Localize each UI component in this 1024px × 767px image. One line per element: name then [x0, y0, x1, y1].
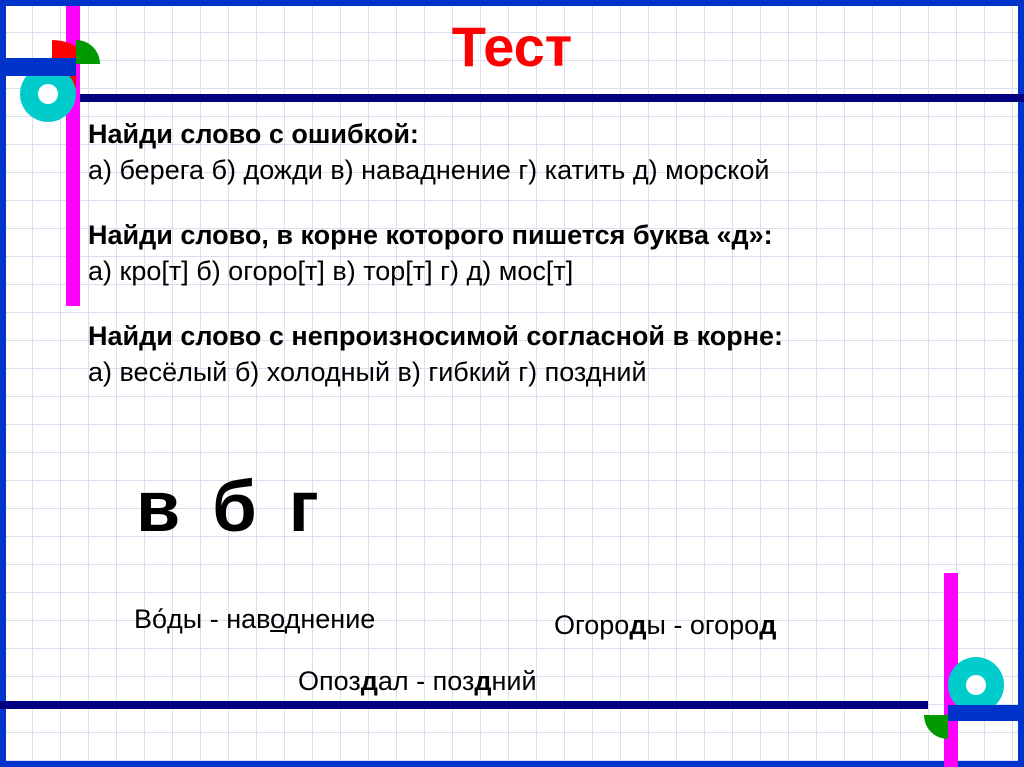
- text: ал - поз: [378, 666, 474, 696]
- footer-rule: [0, 701, 928, 709]
- bold-letter: д: [361, 666, 378, 696]
- text: днение: [285, 604, 376, 634]
- slide: Тест Найди слово с ошибкой: а) берега б)…: [0, 0, 1024, 767]
- explanation-3: Опоздал - поздний: [298, 666, 537, 697]
- explanation-1: Во́ды - наводнение: [134, 604, 375, 635]
- question-3-options: а) весёлый б) холодный в) гибкий г) позд…: [88, 354, 978, 390]
- question-3-prompt: Найди слово с непроизносимой согласной в…: [88, 318, 978, 354]
- bold-letter: д: [474, 666, 491, 696]
- underlined-letter: о: [270, 604, 284, 634]
- question-1-prompt: Найди слово с ошибкой:: [88, 116, 978, 152]
- question-1-options: а) берега б) дожди в) наваднение г) кати…: [88, 152, 978, 188]
- stressed-letter: о́: [152, 604, 167, 634]
- question-2-prompt: Найди слово, в корне которого пишется бу…: [88, 217, 978, 253]
- answers-line: в б г: [136, 466, 325, 548]
- text: Опоз: [298, 666, 361, 696]
- header-rule: [56, 94, 1024, 102]
- question-2: Найди слово, в корне которого пишется бу…: [88, 217, 978, 290]
- text: ы - огоро: [646, 610, 759, 640]
- question-3: Найди слово с непроизносимой согласной в…: [88, 318, 978, 391]
- decoration-bottom-right: [870, 663, 1010, 753]
- text: В: [134, 604, 152, 634]
- text: Огоро: [554, 610, 629, 640]
- bold-letter: д: [629, 610, 646, 640]
- text: ний: [491, 666, 536, 696]
- question-1: Найди слово с ошибкой: а) берега б) дожд…: [88, 116, 978, 189]
- text: ды - нав: [167, 604, 270, 634]
- slide-title: Тест: [6, 14, 1018, 79]
- decoration-top-left: [14, 26, 154, 116]
- questions-block: Найди слово с ошибкой: а) берега б) дожд…: [88, 116, 978, 419]
- bold-letter: д: [759, 610, 776, 640]
- explanation-2: Огороды - огород: [554, 610, 776, 641]
- question-2-options: а) кро[т] б) огоро[т] в) тор[т] г) д) мо…: [88, 253, 978, 289]
